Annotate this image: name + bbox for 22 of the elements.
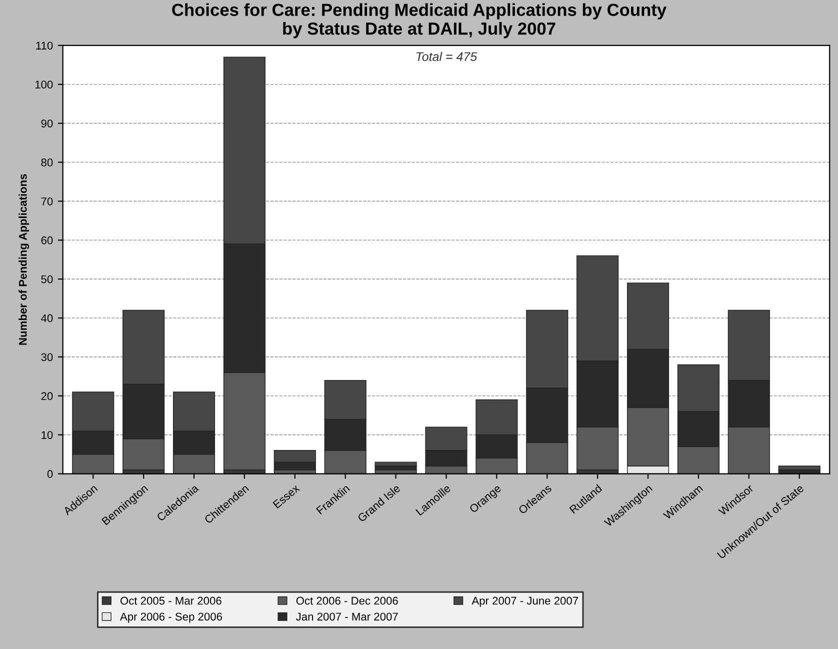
bar <box>374 462 417 466</box>
bar <box>778 466 820 470</box>
y-tick-label: 0 <box>47 470 53 478</box>
legend-label: Apr 2006 - Sep 2006 <box>120 612 222 623</box>
y-tick-label: 80 <box>41 158 53 166</box>
chart-title: Choices for Care: Pending Medicaid Applications by County by Status Date at DAIL, July 2007 <box>172 3 667 38</box>
legend-label: Oct 2006 - Dec 2006 <box>296 596 398 605</box>
annotation: Total = 475 <box>416 52 478 62</box>
legend-label: Apr 2007 - June 2007 <box>472 596 578 607</box>
y-tick-label: 30 <box>41 353 53 362</box>
y-tick-label: 70 <box>41 197 53 206</box>
legend-label: Oct 2005 - Mar 2006 <box>120 596 222 605</box>
legend-label: Jan 2007 - Mar 2007 <box>296 612 398 621</box>
y-tick-label: 40 <box>41 314 53 322</box>
y-tick-label: 10 <box>42 431 53 439</box>
y-tick-label: 60 <box>41 236 53 244</box>
y-tick-label: 90 <box>41 120 53 128</box>
y-tick-label: 100 <box>35 80 53 89</box>
y-tick-label: 50 <box>41 275 53 284</box>
y-tick-label: 20 <box>41 392 53 400</box>
y-tick-label: 110 <box>36 42 53 50</box>
y-axis-title: Number of Pending Applications <box>18 174 30 345</box>
